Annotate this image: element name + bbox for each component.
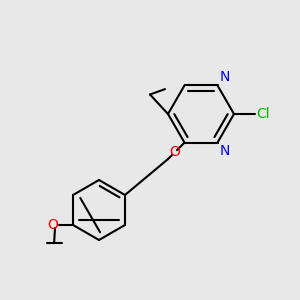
Text: N: N (220, 144, 230, 158)
Text: O: O (169, 146, 180, 160)
Text: Cl: Cl (256, 107, 270, 121)
Text: O: O (48, 218, 58, 232)
Text: N: N (220, 70, 230, 84)
